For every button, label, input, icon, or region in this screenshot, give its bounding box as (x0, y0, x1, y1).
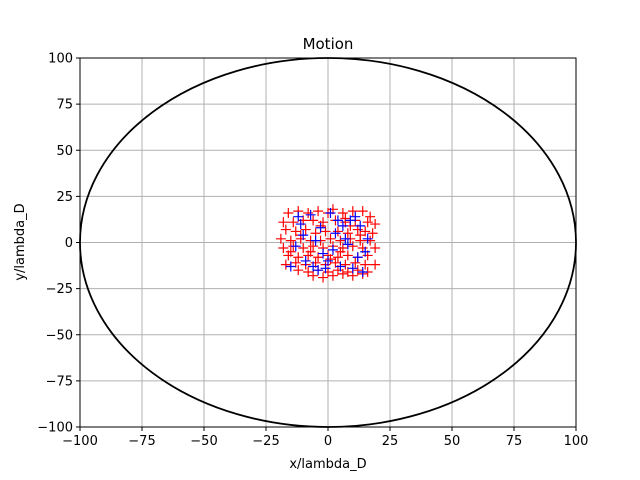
data-point (355, 220, 366, 231)
data-point (285, 261, 296, 272)
data-point (365, 235, 376, 246)
data-point (318, 272, 329, 283)
data-point (280, 259, 291, 270)
data-point (342, 228, 353, 239)
data-point (278, 243, 289, 254)
data-point (332, 252, 343, 263)
data-point (330, 228, 341, 239)
data-point (357, 206, 368, 217)
data-point (280, 224, 291, 235)
data-point (293, 265, 304, 276)
data-point (352, 252, 363, 263)
data-point (320, 263, 331, 274)
data-point (335, 235, 346, 246)
data-point (308, 270, 319, 281)
x-tick-label: −50 (190, 434, 217, 449)
data-point (285, 235, 296, 246)
y-tick-label: 50 (56, 144, 73, 159)
data-point (342, 250, 353, 261)
data-point (347, 263, 358, 274)
data-point (362, 233, 373, 244)
data-point (303, 207, 314, 218)
data-point (308, 215, 319, 226)
data-point (283, 207, 294, 218)
data-point (305, 246, 316, 257)
y-tick-label: −25 (46, 282, 73, 297)
x-tick-label: 0 (324, 434, 332, 449)
y-tick-label: 0 (65, 236, 73, 251)
data-point (347, 206, 358, 217)
chart-title: Motion (303, 35, 354, 53)
data-point (275, 233, 286, 244)
data-point (337, 207, 348, 218)
data-point (332, 226, 343, 237)
x-tick-label: 100 (564, 434, 589, 449)
y-tick-label: 25 (56, 190, 73, 205)
data-point (327, 270, 338, 281)
y-tick-label: 100 (48, 52, 73, 67)
data-point (342, 239, 353, 250)
x-tick-label: 25 (382, 434, 399, 449)
data-points (275, 204, 381, 283)
data-point (340, 233, 351, 244)
data-point (295, 219, 306, 230)
data-point (313, 206, 324, 217)
y-tick-label: −50 (46, 328, 73, 343)
data-point (360, 259, 371, 270)
data-point (310, 235, 321, 246)
y-tick-label: −100 (37, 421, 73, 436)
data-point (300, 224, 311, 235)
y-axis-label: y/lambda_D (13, 203, 28, 280)
data-point (337, 268, 348, 279)
data-point (278, 217, 289, 228)
data-point (367, 228, 378, 239)
data-point (323, 255, 333, 266)
data-point (313, 265, 324, 276)
data-point (305, 209, 316, 220)
data-point (347, 241, 358, 252)
data-point (325, 233, 336, 244)
data-point (370, 219, 381, 230)
y-tick-label: −75 (46, 374, 73, 389)
x-tick-label: 50 (444, 434, 461, 449)
data-point (335, 261, 346, 272)
data-point (340, 213, 351, 224)
data-point (300, 255, 311, 266)
data-point (288, 217, 299, 228)
data-point (360, 246, 371, 257)
data-point (340, 259, 351, 270)
x-axis-label: x/lambda_D (289, 457, 366, 472)
data-point (355, 230, 366, 241)
data-point (337, 220, 348, 231)
data-point (298, 230, 309, 241)
data-point (362, 217, 373, 228)
data-point (293, 252, 304, 263)
axis-ticks: −100 −75 −50 −25 0 25 50 75 100 −100 −75 −50 −25 0 25 5… (37, 52, 588, 450)
data-point (315, 222, 326, 233)
data-point (290, 241, 301, 252)
data-point (327, 244, 338, 255)
data-point (350, 211, 361, 222)
y-tick-label: 75 (56, 98, 73, 113)
x-tick-label: −75 (128, 434, 155, 449)
data-point (298, 243, 309, 254)
data-point (350, 257, 361, 268)
data-point (332, 215, 343, 226)
data-point (318, 248, 329, 259)
data-point (335, 246, 346, 257)
data-point (365, 211, 376, 222)
x-tick-label: −25 (252, 434, 279, 449)
data-point (293, 211, 304, 222)
x-tick-label: −100 (62, 434, 98, 449)
data-point (325, 254, 336, 265)
data-point (308, 241, 319, 252)
data-point (370, 243, 381, 254)
data-point (325, 207, 336, 218)
data-point (357, 267, 368, 278)
x-tick-label: 75 (506, 434, 523, 449)
series-1 (285, 207, 373, 278)
data-point (370, 259, 381, 270)
data-point (285, 246, 296, 257)
